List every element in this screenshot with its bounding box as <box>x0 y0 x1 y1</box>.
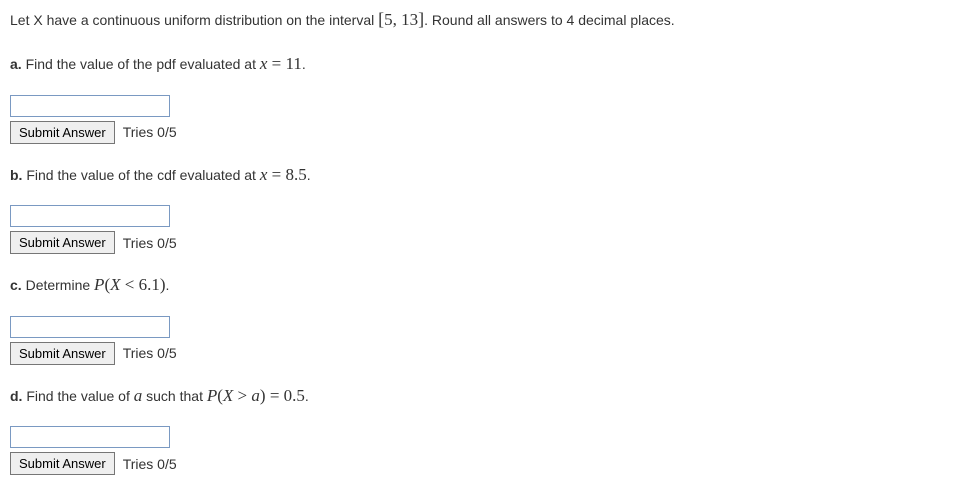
part-c-submit-row: Submit Answer Tries 0/5 <box>10 342 966 365</box>
part-d-submit-row: Submit Answer Tries 0/5 <box>10 452 966 475</box>
interval-a: 5 <box>384 10 393 29</box>
part-a-answer-block: Submit Answer Tries 0/5 <box>10 95 966 144</box>
part-c-answer-block: Submit Answer Tries 0/5 <box>10 316 966 365</box>
part-d-P: P <box>207 386 217 405</box>
part-c-input[interactable] <box>10 316 170 338</box>
part-c-label: c. <box>10 277 22 293</box>
part-b-submit-row: Submit Answer Tries 0/5 <box>10 231 966 254</box>
part-c-prompt: c. Determine P(X < 6.1). <box>10 272 966 298</box>
intro-prefix: Let X have a continuous uniform distribu… <box>10 12 378 28</box>
interval-sep: , <box>393 10 402 29</box>
part-b-tries: Tries 0/5 <box>123 235 177 251</box>
part-c-submit-button[interactable]: Submit Answer <box>10 342 115 365</box>
part-c-op: < <box>121 275 139 294</box>
part-a-submit-button[interactable]: Submit Answer <box>10 121 115 144</box>
part-a-text: Find the value of the pdf evaluated at <box>22 56 260 72</box>
part-d-tries: Tries 0/5 <box>123 456 177 472</box>
part-d-text-mid: such that <box>142 388 207 404</box>
part-d-input[interactable] <box>10 426 170 448</box>
part-d-text-before: Find the value of <box>22 388 133 404</box>
interval-b: 13 <box>401 10 418 29</box>
part-d-val: 0.5 <box>284 386 305 405</box>
part-b-after: . <box>307 167 311 183</box>
problem-intro: Let X have a continuous uniform distribu… <box>10 6 966 33</box>
part-a-val: 11 <box>286 54 302 73</box>
part-d-label: d. <box>10 388 22 404</box>
part-b-submit-button[interactable]: Submit Answer <box>10 231 115 254</box>
part-a-after: . <box>302 56 306 72</box>
part-a-prompt: a. Find the value of the pdf evaluated a… <box>10 51 966 77</box>
part-b-label: b. <box>10 167 22 183</box>
part-d-expr-var: a <box>251 386 260 405</box>
part-d-eq: = <box>266 386 284 405</box>
part-c-text: Determine <box>22 277 94 293</box>
part-b-text: Find the value of the cdf evaluated at <box>22 167 259 183</box>
part-b-prompt: b. Find the value of the cdf evaluated a… <box>10 162 966 188</box>
part-d-prompt: d. Find the value of a such that P(X > a… <box>10 383 966 409</box>
part-c-P: P <box>94 275 104 294</box>
part-b-input[interactable] <box>10 205 170 227</box>
part-c-X: X <box>110 275 120 294</box>
part-d-var-a: a <box>134 386 143 405</box>
intro-suffix: . Round all answers to 4 decimal places. <box>424 12 675 28</box>
part-b-val: 8.5 <box>285 165 306 184</box>
part-c-val: 6.1 <box>139 275 160 294</box>
part-d-submit-button[interactable]: Submit Answer <box>10 452 115 475</box>
part-d-op: > <box>233 386 251 405</box>
part-a-tries: Tries 0/5 <box>123 124 177 140</box>
part-b-eq: = <box>267 165 285 184</box>
part-d-answer-block: Submit Answer Tries 0/5 <box>10 426 966 475</box>
part-b-answer-block: Submit Answer Tries 0/5 <box>10 205 966 254</box>
part-c-tries: Tries 0/5 <box>123 345 177 361</box>
part-d-after: . <box>305 388 309 404</box>
part-a-eq: = <box>267 54 285 73</box>
part-c-after: . <box>166 277 170 293</box>
part-d-X: X <box>223 386 233 405</box>
part-a-submit-row: Submit Answer Tries 0/5 <box>10 121 966 144</box>
part-a-input[interactable] <box>10 95 170 117</box>
part-a-label: a. <box>10 56 22 72</box>
